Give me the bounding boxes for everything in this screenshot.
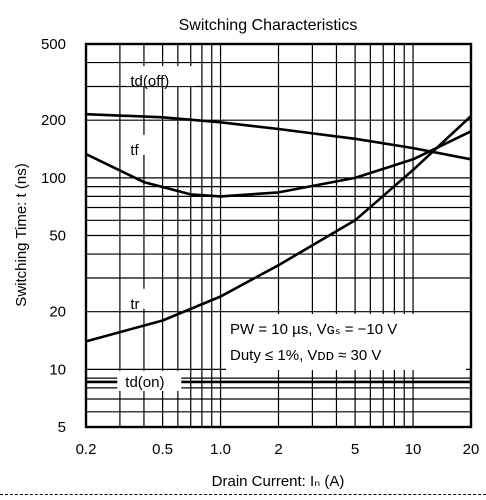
x-tick-label: 5: [351, 441, 359, 458]
series-label: tf: [130, 142, 139, 159]
plot-frame: [84, 42, 473, 429]
x-tick-label: 20: [463, 441, 480, 458]
x-tick-label: 0.2: [76, 441, 97, 458]
series-line-tdoff: [85, 112, 472, 161]
y-tick-label: 20: [49, 304, 66, 321]
page-edge-divider: [0, 494, 486, 495]
series-label-background: [126, 288, 151, 309]
series-line-tr: [85, 115, 472, 343]
y-tick-label: 10: [49, 361, 66, 378]
y-tick-labels: 500 200 100 50 20 10 5: [41, 36, 66, 436]
x-tick-label: 1.0: [210, 441, 231, 458]
y-axis-label: Switching Time: t (ns): [13, 163, 30, 306]
series-label: td(off): [130, 73, 169, 90]
y-tick-label: 5: [58, 419, 66, 436]
series-label: td(on): [125, 374, 164, 391]
series-labels: td(off) tf tr td(on): [117, 66, 196, 391]
x-tick-label: 2: [274, 441, 282, 458]
series-label-background: [126, 134, 151, 155]
annotation-line-1: PW = 10 µs, Vɢₛ = −10 V: [230, 321, 397, 338]
y-tick-label: 50: [49, 228, 66, 245]
x-tick-label: 0.5: [152, 441, 173, 458]
series-line-tf: [85, 130, 472, 198]
series-label: tr: [130, 296, 139, 313]
y-tick-label: 100: [41, 170, 66, 187]
x-tick-labels: 0.2 0.5 1.0 2 5 10 20: [76, 441, 480, 458]
y-tick-label: 200: [41, 112, 66, 129]
y-tick-label: 500: [41, 36, 66, 53]
chart-title: Switching Characteristics: [179, 17, 358, 34]
annotation-box: PW = 10 µs, Vɢₛ = −10 V Duty ≤ 1%, Vᴅᴅ ≈…: [226, 314, 466, 370]
x-axis-label: Drain Current: Iₙ (A): [212, 473, 345, 490]
series-label-background: [126, 66, 196, 87]
annotation-background: [226, 314, 466, 370]
x-tick-label: 10: [405, 441, 422, 458]
series-label-background: [117, 370, 182, 391]
annotation-line-2: Duty ≤ 1%, Vᴅᴅ ≈ 30 V: [230, 347, 381, 364]
